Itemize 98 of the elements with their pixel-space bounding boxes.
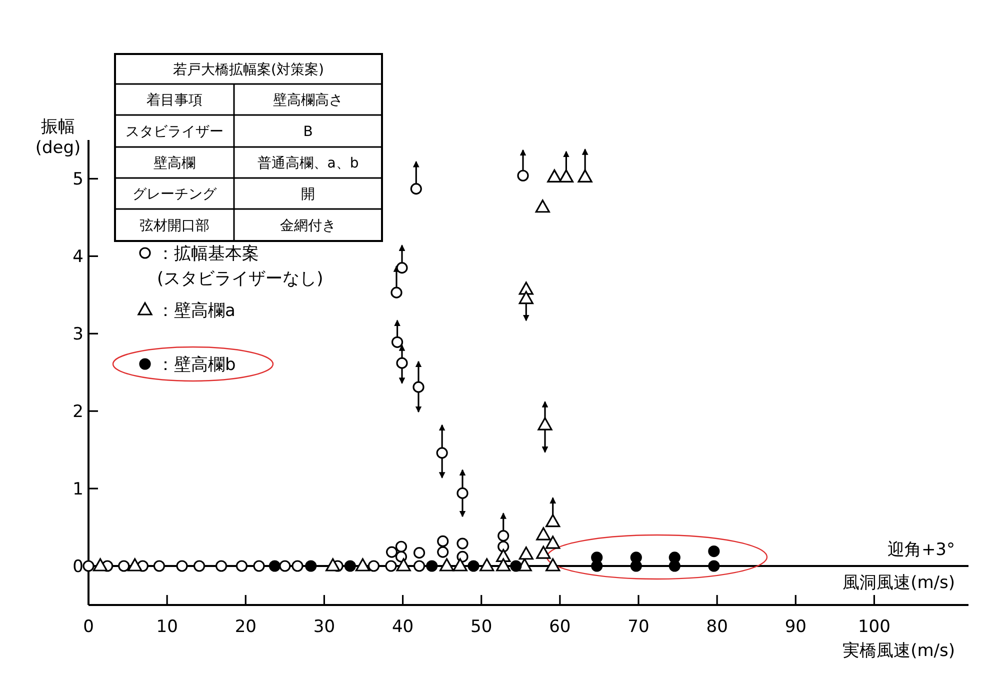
point [344,560,356,572]
point [426,560,438,572]
text: 壁高欄高さ [273,92,343,108]
point [193,560,206,572]
annotation: 開 [301,186,315,202]
point [547,169,562,182]
x-tick-label: 60 [549,617,571,637]
y-tick-label: 1 [72,480,84,500]
point [538,417,552,430]
point [468,560,480,572]
point [390,286,402,298]
x-axis-title: 実橋風速(m/s) [842,641,955,661]
point [558,169,574,182]
legend-label: ：拡幅基本案 (スタビライザーなし) [157,244,324,289]
point [128,558,142,572]
x-tick-label: 20 [234,617,256,637]
point [517,170,529,182]
point [326,558,340,572]
point [118,560,130,572]
point [236,560,248,572]
point [413,547,426,559]
point [279,560,291,572]
point [437,535,449,548]
annotation: 壁高欄 [154,156,196,172]
y-tick-label: 4 [72,247,84,268]
annotation: 迎角+3° [887,540,955,560]
point [578,169,592,182]
point [176,560,188,572]
point [708,545,720,558]
y-tick-label: 3 [72,324,84,345]
point [292,560,304,572]
legend-label: ：壁高欄a [157,301,236,321]
point [536,546,551,559]
point [536,527,551,540]
point [546,558,560,572]
point [518,546,534,560]
point [386,546,398,558]
point [368,560,380,572]
annotation: スタビライザー [126,124,224,140]
annotation: 金網付き [280,218,336,234]
point [82,560,94,572]
point [456,550,468,563]
point [153,560,166,572]
point [591,560,603,572]
text: 着目事項 [146,92,202,108]
point [436,447,448,459]
point [630,560,642,572]
point [437,546,449,558]
annotation: グレーチング [132,186,218,202]
point [498,540,510,552]
x-tick-label: 90 [784,617,806,637]
point [456,538,468,550]
y-tick-label: 2 [72,402,84,422]
point [498,530,510,542]
point [535,200,550,213]
point [396,262,408,274]
point [215,560,228,572]
x-tick-label: 100 [858,617,890,637]
point [305,560,317,572]
point [518,290,534,304]
x-tick-label: 80 [706,617,728,637]
point [410,182,422,195]
point [439,558,454,572]
y-tick-label: 5 [72,170,84,190]
point [546,536,560,549]
point [412,381,424,393]
point [510,560,522,572]
text: 若戸大橋拡幅案(対策案) [173,61,324,78]
point [92,558,108,572]
annotation: B [303,124,313,140]
point [355,558,370,572]
x-tick-label: 40 [392,617,414,637]
point [268,560,281,572]
annotation: 弦材開口部 [140,218,210,234]
point [396,357,408,369]
x-tick-label: 30 [313,617,336,637]
point [708,560,720,572]
point [480,558,494,572]
point [668,560,680,572]
point [546,514,560,528]
text: 風洞風速(m/s) [842,573,955,593]
point [496,558,511,572]
x-tick-label: 70 [628,617,650,637]
point [395,540,408,552]
x-tick-label: 10 [156,617,178,637]
point [391,336,404,348]
y-tick-label: 0 [72,557,84,577]
legend-label: ：壁高欄b [157,355,236,375]
point [385,560,397,572]
annotation: 普通高欄、a、b [257,154,359,172]
point [395,550,408,563]
point [396,558,411,572]
y-axis-title: 振幅 (deg) [35,117,81,158]
point [452,558,468,572]
point [253,560,265,572]
point [456,487,468,499]
point [413,560,426,572]
x-tick-label: 50 [470,617,492,637]
